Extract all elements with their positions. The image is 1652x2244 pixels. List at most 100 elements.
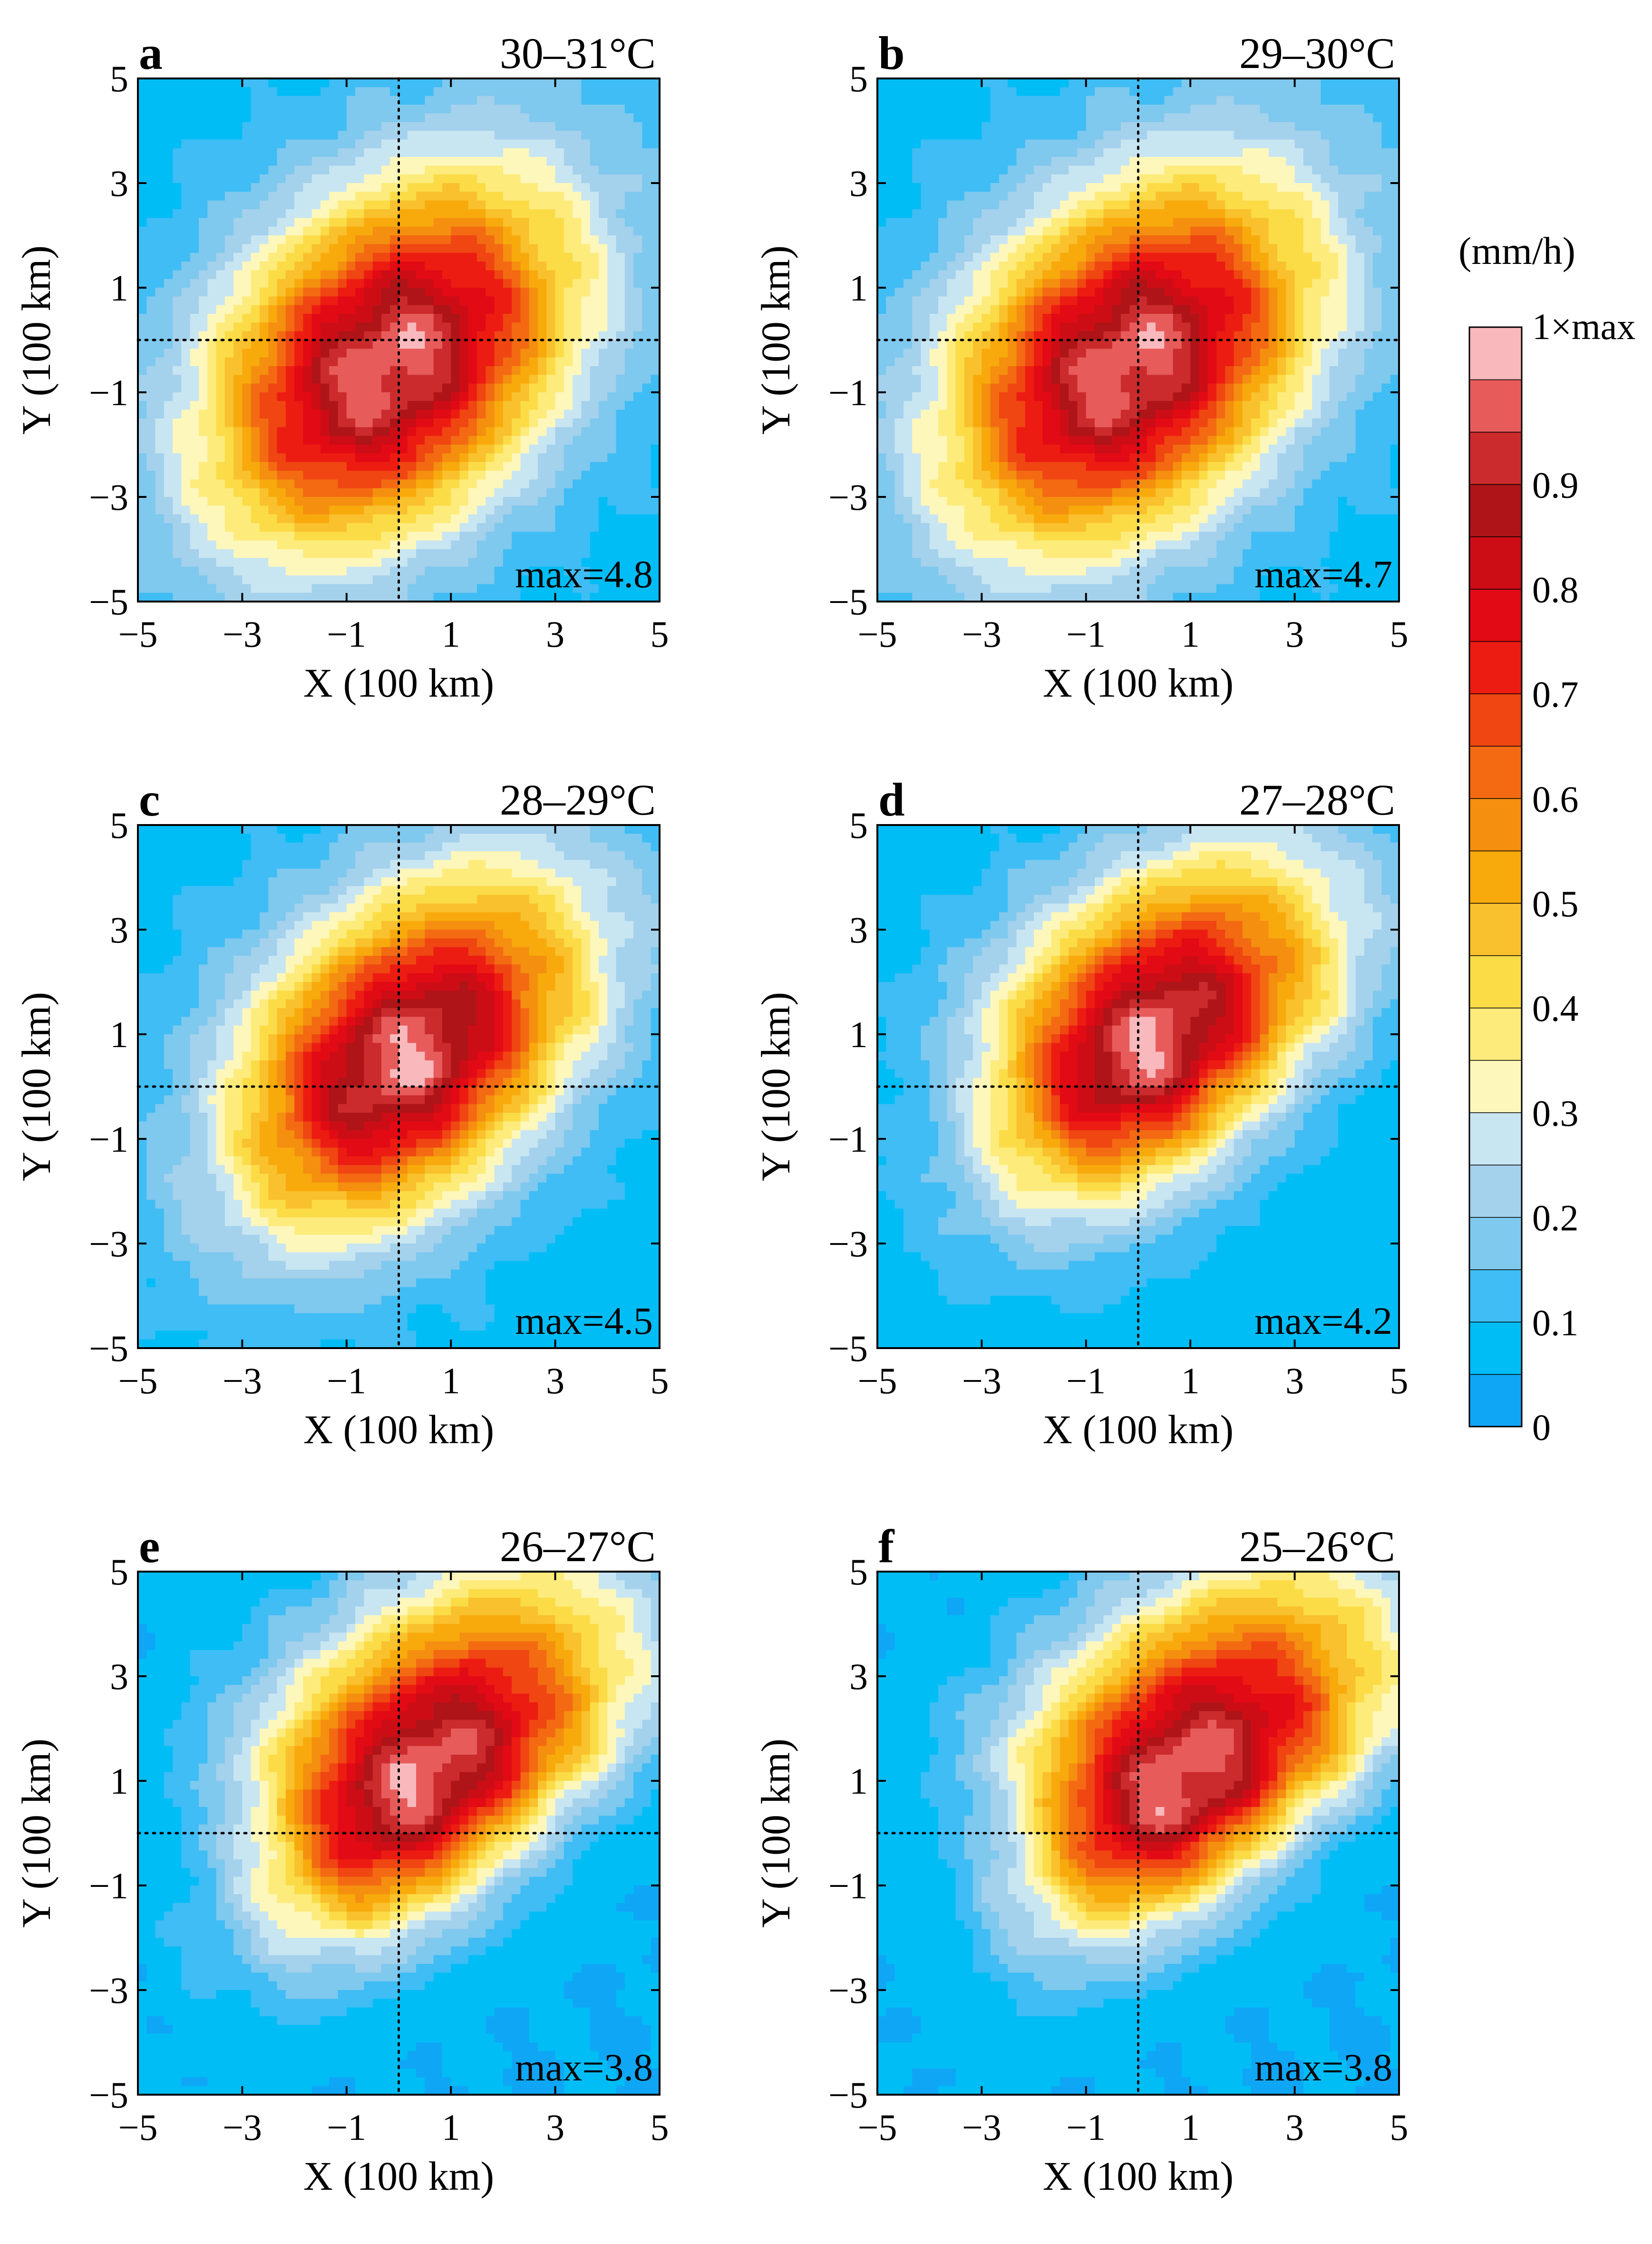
contour-cell	[1069, 192, 1078, 201]
contour-cell	[390, 331, 399, 340]
contour-cell	[459, 105, 469, 114]
contour-cell	[877, 87, 887, 97]
contour-cell	[138, 244, 147, 253]
contour-cell	[1347, 183, 1356, 193]
contour-cell	[938, 157, 948, 166]
contour-cell	[981, 113, 991, 123]
contour-cell	[224, 383, 234, 393]
contour-cell	[329, 401, 339, 410]
contour-cell	[242, 288, 252, 297]
contour-cell	[242, 157, 252, 166]
contour-cell	[1156, 253, 1165, 262]
contour-cell	[990, 200, 1000, 210]
contour-cell	[164, 253, 173, 262]
contour-cell	[1034, 209, 1043, 219]
contour-cell	[573, 409, 582, 419]
contour-cell	[616, 226, 625, 236]
contour-cell	[216, 427, 225, 437]
contour-cell	[477, 575, 486, 585]
contour-cell	[242, 331, 252, 340]
contour-cell	[546, 532, 556, 541]
contour-cell	[207, 471, 217, 480]
contour-cell	[224, 418, 234, 428]
contour-cell	[546, 288, 556, 297]
contour-cell	[224, 87, 234, 97]
contour-cell	[1147, 165, 1156, 175]
contour-cell	[181, 218, 191, 227]
contour-cell	[355, 296, 365, 306]
contour-cell	[955, 209, 965, 219]
contour-cell	[1373, 235, 1382, 245]
contour-cell	[1059, 226, 1069, 236]
contour-cell	[494, 357, 504, 367]
contour-cell	[1225, 96, 1234, 105]
contour-cell	[964, 253, 973, 262]
contour-cell	[642, 105, 651, 114]
contour-cell	[381, 558, 391, 567]
contour-cell	[416, 218, 426, 227]
contour-cell	[181, 540, 191, 550]
contour-cell	[503, 105, 512, 114]
contour-cell	[268, 253, 278, 262]
contour-cell	[546, 471, 556, 480]
contour-cell	[146, 253, 156, 262]
contour-cell	[355, 340, 365, 350]
contour-cell	[964, 244, 973, 253]
contour-cell	[198, 462, 208, 471]
contour-cell	[198, 418, 208, 428]
contour-cell	[947, 209, 956, 219]
contour-cell	[381, 113, 391, 123]
contour-cell	[1008, 87, 1017, 97]
contour-cell	[642, 357, 651, 367]
contour-cell	[433, 192, 443, 201]
contour-cell	[503, 558, 512, 567]
contour-cell	[624, 218, 634, 227]
contour-cell	[164, 462, 173, 471]
contour-cell	[459, 157, 469, 166]
contour-cell	[599, 87, 608, 97]
contour-cell	[651, 505, 660, 515]
contour-cell	[503, 279, 512, 288]
contour-cell	[459, 357, 469, 367]
contour-cell	[633, 218, 643, 227]
contour-cell	[624, 593, 634, 602]
contour-cell	[1147, 244, 1156, 253]
contour-cell	[1234, 226, 1243, 236]
contour-cell	[624, 409, 634, 419]
contour-cell	[573, 366, 582, 376]
contour-cell	[1216, 139, 1226, 149]
contour-cell	[451, 218, 460, 227]
contour-cell	[624, 105, 634, 114]
contour-cell	[259, 322, 269, 332]
contour-cell	[198, 575, 208, 585]
contour-cell	[138, 192, 147, 201]
contour-cell	[233, 262, 243, 271]
contour-cell	[390, 105, 399, 114]
contour-cell	[364, 270, 373, 280]
contour-cell	[607, 209, 617, 219]
contour-cell	[546, 131, 556, 140]
contour-cell	[468, 192, 477, 201]
contour-cell	[198, 183, 208, 193]
contour-cell	[564, 157, 573, 166]
contour-cell	[285, 322, 295, 332]
contour-cell	[372, 375, 382, 384]
contour-cell	[1120, 253, 1130, 262]
contour-cell	[1277, 131, 1287, 140]
contour-cell	[398, 488, 408, 497]
contour-cell	[181, 87, 191, 97]
contour-cell	[573, 200, 582, 210]
contour-cell	[164, 226, 173, 236]
contour-cell	[642, 401, 651, 410]
contour-cell	[486, 375, 495, 384]
contour-cell	[651, 523, 660, 533]
contour-cell	[921, 218, 930, 227]
contour-cell	[451, 288, 460, 297]
contour-cell	[624, 505, 634, 515]
contour-cell	[886, 183, 895, 193]
contour-cell	[1338, 139, 1348, 149]
contour-cell	[633, 427, 643, 437]
contour-cell	[546, 235, 556, 245]
contour-cell	[633, 200, 643, 210]
contour-cell	[416, 305, 426, 314]
